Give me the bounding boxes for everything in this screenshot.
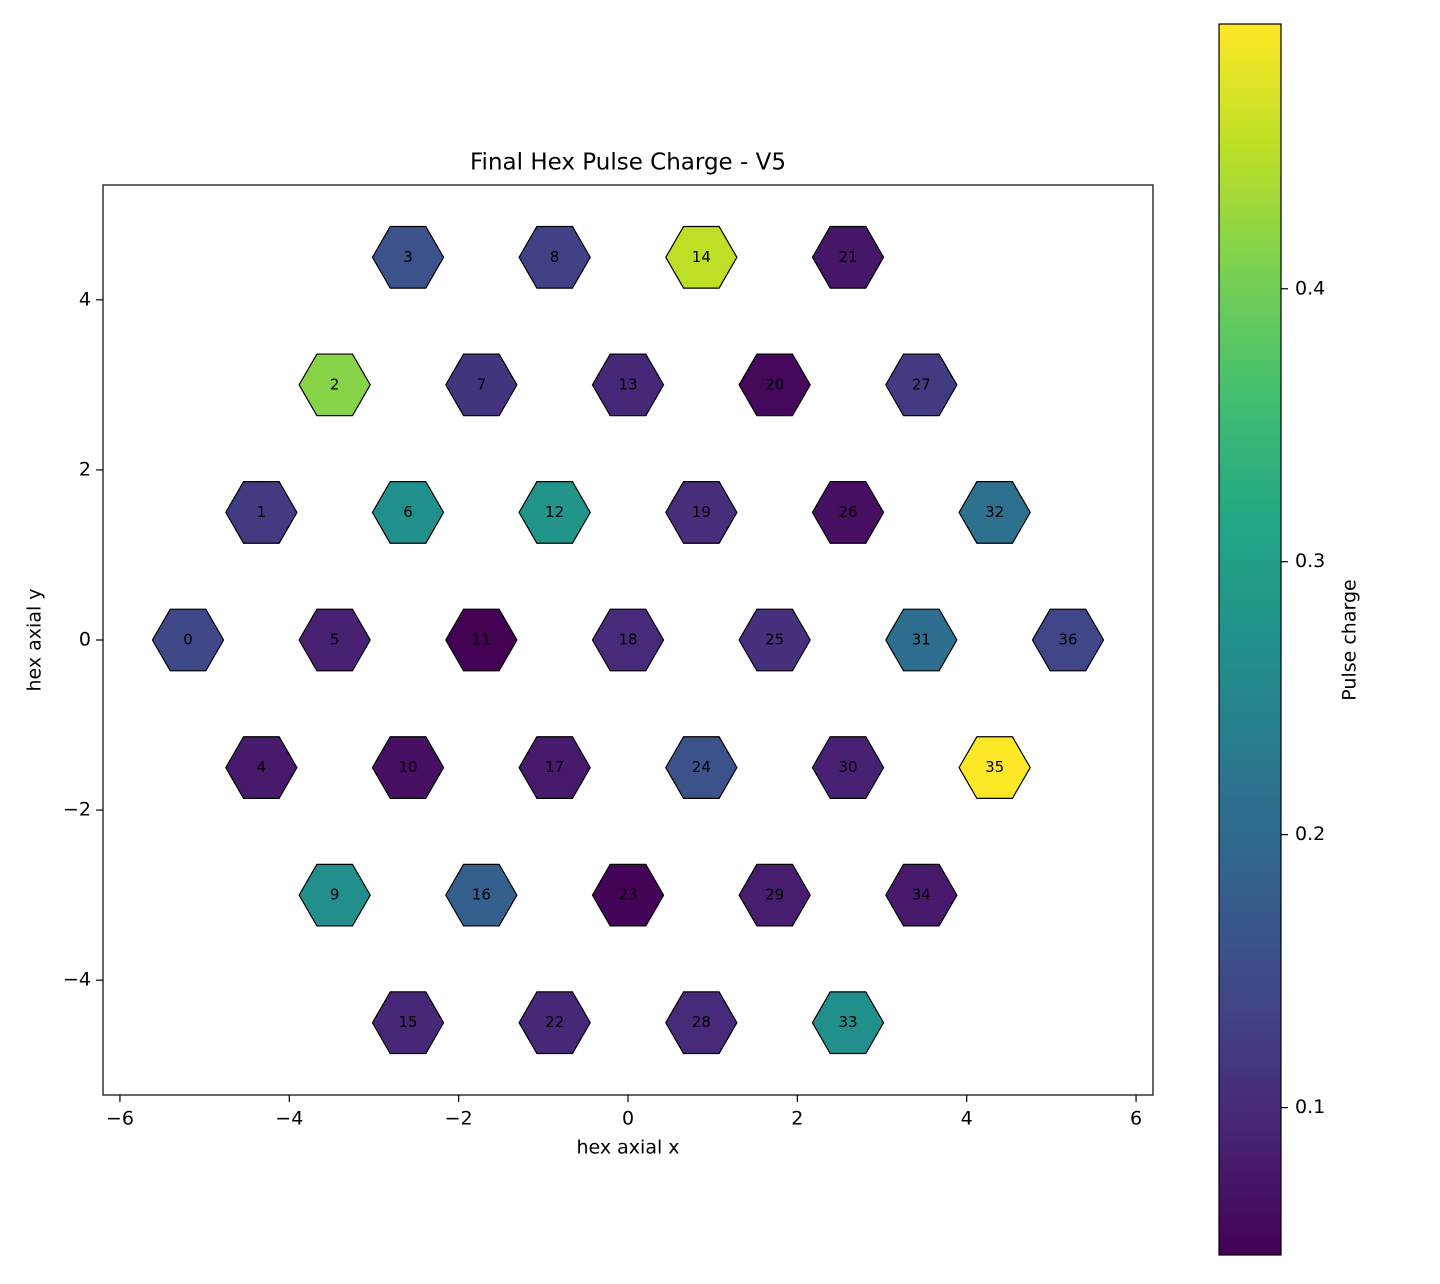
x-tick-label: −4 — [275, 1108, 303, 1130]
hex-cell — [665, 225, 738, 289]
hex-cell — [591, 863, 665, 927]
hex-cell — [518, 225, 591, 289]
hex-label: 34 — [912, 886, 931, 904]
hex-label: 25 — [765, 631, 784, 649]
hex-label: 29 — [765, 886, 784, 904]
hex-label: 24 — [692, 758, 711, 776]
hex-cell — [298, 608, 371, 672]
hex-cell — [738, 863, 811, 927]
hex-cell — [958, 736, 1031, 799]
hex-cell — [518, 991, 591, 1055]
hex-label: 10 — [398, 758, 417, 776]
hex-label: 17 — [545, 758, 564, 776]
hex-cell — [885, 863, 958, 927]
hex-label: 11 — [472, 631, 491, 649]
hex-label: 22 — [545, 1013, 564, 1031]
hex-label: 13 — [618, 375, 637, 393]
y-tick-label: −4 — [63, 969, 91, 991]
hex-cell — [811, 481, 885, 544]
colorbar — [1218, 23, 1282, 1256]
hex-label: 20 — [765, 375, 784, 393]
hex-label: 30 — [838, 758, 857, 776]
y-tick-label: −2 — [63, 799, 91, 821]
hex-cell — [811, 736, 885, 799]
hex-cell — [371, 481, 445, 544]
colorbar-tick-label: 0.4 — [1295, 277, 1325, 299]
x-tick-label: −2 — [445, 1108, 473, 1130]
hex-label: 14 — [692, 248, 711, 266]
hex-cell — [591, 353, 665, 417]
hex-cell — [518, 481, 591, 544]
hex-label: 0 — [183, 631, 193, 649]
colorbar-tick-label: 0.2 — [1295, 823, 1325, 845]
hex-cell — [371, 225, 445, 289]
hex-cell — [958, 481, 1031, 544]
hex-cell — [445, 863, 518, 927]
hex-label: 36 — [1058, 631, 1077, 649]
hex-label: 3 — [403, 248, 413, 266]
hex-label: 5 — [330, 631, 340, 649]
x-tick-label: −6 — [106, 1108, 134, 1130]
hex-cell — [811, 225, 885, 289]
hex-label: 18 — [618, 631, 637, 649]
chart-title: Final Hex Pulse Charge - V5 — [470, 150, 786, 176]
hex-label: 6 — [403, 503, 413, 521]
hex-cell — [298, 353, 371, 417]
y-axis-label: hex axial y — [24, 588, 46, 691]
colorbar-tick-label: 0.1 — [1295, 1096, 1325, 1118]
hex-label: 2 — [330, 375, 340, 393]
x-tick-label: 0 — [622, 1108, 634, 1130]
hex-label: 8 — [550, 248, 560, 266]
hex-cell — [371, 991, 445, 1055]
hex-cell — [738, 608, 811, 672]
hex-cell — [151, 608, 225, 672]
hex-label: 23 — [618, 886, 637, 904]
hex-cell — [225, 736, 298, 799]
x-tick-label: 6 — [1130, 1108, 1142, 1130]
x-tick-label: 2 — [791, 1108, 803, 1130]
hex-cell — [445, 608, 518, 672]
hex-label: 28 — [692, 1013, 711, 1031]
y-tick-label: 4 — [79, 288, 91, 310]
hex-label: 15 — [398, 1013, 417, 1031]
y-tick-label: 2 — [79, 458, 91, 480]
hex-label: 26 — [838, 503, 857, 521]
hex-cell — [591, 608, 665, 672]
x-tick-label: 4 — [961, 1108, 973, 1130]
hex-cell — [738, 353, 811, 417]
hex-label: 1 — [257, 503, 267, 521]
hex-label: 35 — [985, 758, 1004, 776]
hex-label: 31 — [912, 631, 931, 649]
hex-cell — [518, 736, 591, 799]
hex-label: 33 — [838, 1013, 857, 1031]
hex-label: 7 — [477, 375, 487, 393]
hex-cell — [298, 863, 371, 927]
hex-cell — [665, 991, 738, 1055]
hex-label: 27 — [912, 375, 931, 393]
hex-cell — [811, 991, 885, 1055]
hex-label: 21 — [838, 248, 857, 266]
hex-label: 9 — [330, 886, 340, 904]
hex-label: 19 — [692, 503, 711, 521]
colorbar-label: Pulse charge — [1339, 579, 1361, 700]
hex-cell — [665, 481, 738, 544]
hex-cell — [885, 608, 958, 672]
colorbar-tick-label: 0.3 — [1295, 550, 1325, 572]
hex-cell — [885, 353, 958, 417]
hex-label: 16 — [472, 886, 491, 904]
hex-cell — [665, 736, 738, 799]
y-tick-label: 0 — [79, 629, 91, 651]
hex-cell — [371, 736, 445, 799]
x-axis-label: hex axial x — [576, 1137, 679, 1159]
hex-cell — [1031, 608, 1105, 672]
hex-label: 12 — [545, 503, 564, 521]
hex-label: 32 — [985, 503, 1004, 521]
hex-cell — [445, 353, 518, 417]
hex-label: 4 — [257, 758, 267, 776]
hex-cell — [225, 481, 298, 544]
